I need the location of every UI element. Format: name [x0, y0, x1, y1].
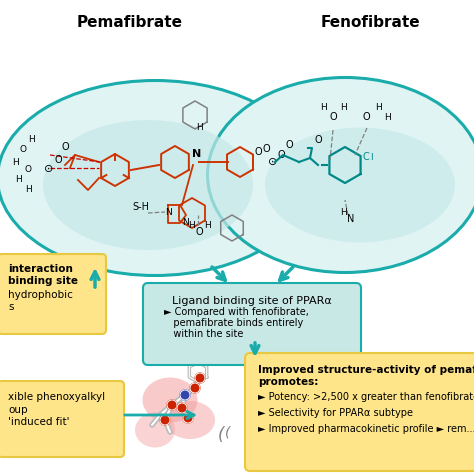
Text: N: N — [165, 208, 172, 217]
Text: hydrophobic: hydrophobic — [8, 290, 73, 300]
Ellipse shape — [208, 78, 474, 273]
Text: O: O — [330, 112, 337, 122]
Text: O: O — [25, 165, 32, 174]
Circle shape — [190, 383, 200, 393]
Text: H: H — [25, 185, 32, 194]
Text: (: ( — [218, 426, 225, 444]
Text: s: s — [8, 302, 13, 312]
Text: ⊙: ⊙ — [44, 164, 54, 174]
Text: O: O — [255, 147, 263, 157]
Text: (: ( — [225, 426, 230, 440]
Circle shape — [195, 373, 205, 383]
Text: oup: oup — [8, 405, 27, 415]
Text: O: O — [278, 150, 286, 160]
Text: H: H — [12, 158, 19, 167]
Text: O: O — [20, 145, 27, 154]
Circle shape — [160, 415, 170, 425]
Text: Pemafibrate: Pemafibrate — [77, 15, 183, 30]
Text: l: l — [370, 153, 373, 162]
Text: O: O — [196, 227, 204, 237]
Text: H: H — [188, 221, 195, 230]
Text: H: H — [340, 103, 347, 112]
Text: C: C — [363, 152, 370, 162]
Text: interaction: interaction — [8, 264, 73, 274]
Circle shape — [167, 400, 177, 410]
Text: O: O — [55, 155, 63, 165]
Text: H: H — [320, 103, 327, 112]
Ellipse shape — [143, 377, 198, 422]
Text: H: H — [340, 208, 347, 217]
Text: N: N — [192, 149, 201, 159]
Ellipse shape — [165, 401, 215, 439]
Text: ► Compared with fenofibrate,: ► Compared with fenofibrate, — [164, 307, 309, 317]
FancyBboxPatch shape — [245, 353, 474, 471]
Text: N: N — [347, 214, 355, 224]
FancyBboxPatch shape — [0, 254, 106, 334]
Text: ► Selectivity for PPARα subtype: ► Selectivity for PPARα subtype — [258, 408, 413, 418]
Text: Ligand binding site of PPARα: Ligand binding site of PPARα — [172, 296, 332, 306]
Text: O: O — [363, 112, 371, 122]
Text: H: H — [204, 221, 211, 230]
Text: N: N — [182, 218, 189, 227]
FancyBboxPatch shape — [143, 283, 361, 365]
Text: Improved structure-activity of pemafibrate: Improved structure-activity of pemafibra… — [258, 365, 474, 375]
Text: ► Potency: >2,500 x greater than fenofibrate: ► Potency: >2,500 x greater than fenofib… — [258, 392, 474, 402]
Circle shape — [183, 413, 193, 423]
Text: H: H — [15, 175, 22, 184]
Text: O: O — [263, 144, 271, 154]
Text: pemafibrate binds entirely: pemafibrate binds entirely — [164, 318, 303, 328]
Text: promotes:: promotes: — [258, 377, 319, 387]
Text: ► Improved pharmacokinetic profile ► rem...: ► Improved pharmacokinetic profile ► rem… — [258, 424, 474, 434]
Text: O: O — [315, 135, 323, 145]
Text: H: H — [384, 113, 391, 122]
Ellipse shape — [265, 128, 455, 243]
Text: O: O — [286, 140, 293, 150]
Text: S-H: S-H — [132, 202, 149, 212]
Circle shape — [180, 390, 190, 400]
Text: O: O — [62, 142, 70, 152]
Text: H: H — [375, 103, 382, 112]
Ellipse shape — [0, 81, 312, 275]
Text: 'induced fit': 'induced fit' — [8, 417, 70, 427]
Text: xible phenoxyalkyl: xible phenoxyalkyl — [8, 392, 105, 402]
Text: binding site: binding site — [8, 276, 78, 286]
Text: Fenofibrate: Fenofibrate — [320, 15, 420, 30]
FancyBboxPatch shape — [0, 381, 124, 457]
Text: H: H — [28, 135, 35, 144]
Text: within the site: within the site — [164, 329, 243, 339]
Ellipse shape — [43, 120, 253, 250]
Ellipse shape — [135, 412, 175, 447]
Text: H: H — [196, 123, 203, 132]
Circle shape — [177, 403, 187, 413]
Text: ⊙: ⊙ — [268, 157, 277, 167]
